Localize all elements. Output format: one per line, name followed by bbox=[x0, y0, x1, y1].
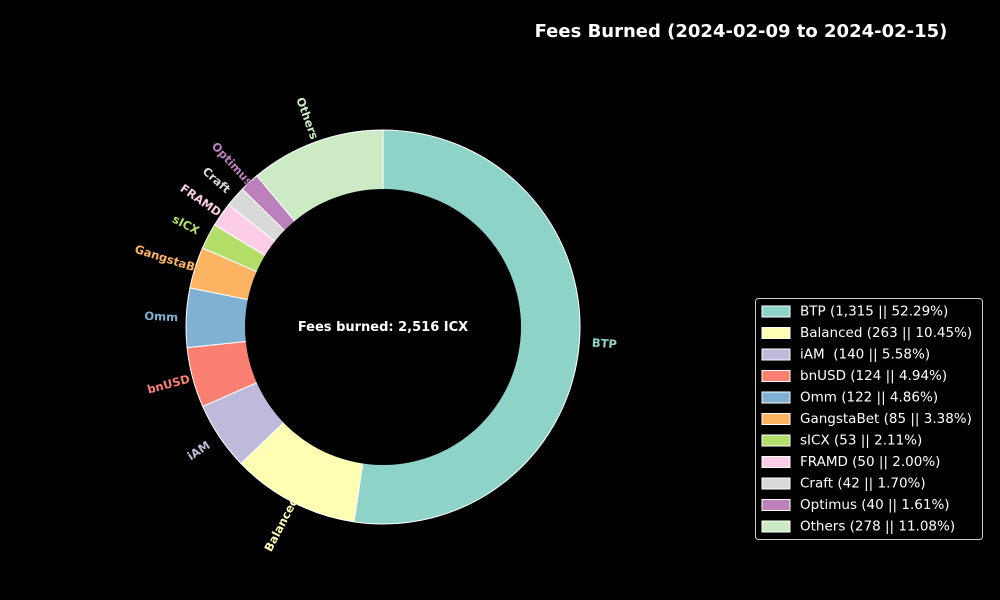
legend-swatch-bnusd bbox=[761, 370, 791, 382]
legend-swatch-sicx bbox=[761, 434, 791, 447]
slice-label-btp: BTP bbox=[591, 335, 617, 351]
legend-swatch-btp bbox=[761, 305, 791, 318]
legend-swatch-optimus bbox=[761, 499, 791, 511]
legend-label-bnusd: bnUSD (124 || 4.94%) bbox=[800, 368, 947, 384]
legend-label-gangstabet: GangstaBet (85 || 3.38%) bbox=[800, 411, 972, 427]
legend-swatch-others bbox=[761, 520, 791, 533]
donut-hole bbox=[245, 189, 521, 465]
legend-label-omm: Omm (122 || 4.86%) bbox=[800, 390, 938, 406]
legend-label-balanced: Balanced (263 || 10.45%) bbox=[800, 325, 972, 341]
legend-label-btp: BTP (1,315 || 52.29%) bbox=[800, 304, 948, 320]
legend-label-framd: FRAMD (50 || 2.00%) bbox=[800, 454, 940, 470]
legend: BTP (1,315 || 52.29%) Balanced (263 || 10… bbox=[755, 298, 983, 540]
legend-swatch-balanced bbox=[761, 327, 791, 339]
legend-swatch-omm bbox=[761, 391, 791, 404]
legend-swatch-craft bbox=[761, 477, 791, 490]
slice-label-sicx: sICX bbox=[170, 212, 202, 238]
slice-label-balanced: Balanced bbox=[261, 495, 301, 554]
legend-label-craft: Craft (42 || 1.70%) bbox=[800, 476, 926, 492]
center-label: Fees burned: 2,516 ICX bbox=[298, 320, 468, 335]
legend-swatch-gangstabet bbox=[761, 413, 791, 425]
legend-swatch-framd bbox=[761, 456, 791, 468]
slice-label-others: Others bbox=[293, 95, 321, 141]
chart-title: Fees Burned (2024-02-09 to 2024-02-15) bbox=[535, 21, 948, 42]
legend-label-iam: iAM (140 || 5.58%) bbox=[800, 347, 930, 363]
legend-frame bbox=[755, 298, 983, 540]
slice-label-bnusd: bnUSD bbox=[146, 372, 192, 397]
legend-label-sicx: sICX (53 || 2.11%) bbox=[800, 433, 922, 449]
slice-label-iam: iAM bbox=[185, 438, 213, 463]
legend-label-optimus: Optimus (40 || 1.61%) bbox=[800, 497, 950, 513]
legend-label-others: Others (278 || 11.08%) bbox=[800, 519, 955, 535]
legend-items: BTP (1,315 || 52.29%) Balanced (263 || 10… bbox=[761, 304, 972, 535]
legend-swatch-iam bbox=[761, 348, 791, 361]
slice-label-omm: Omm bbox=[144, 309, 178, 325]
